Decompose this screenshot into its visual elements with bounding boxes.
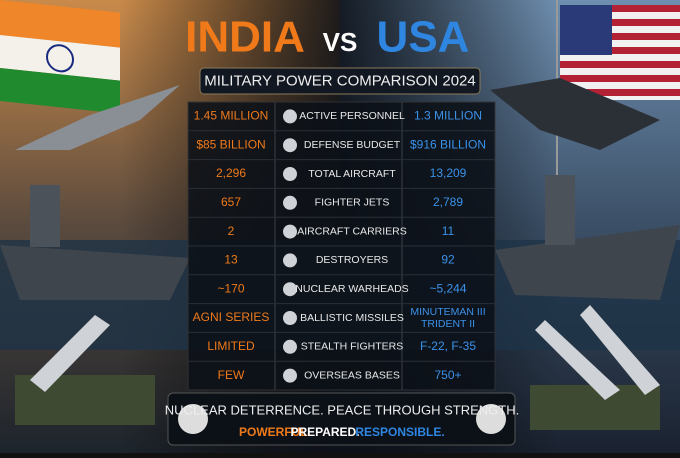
usa-value: 92 xyxy=(441,253,455,267)
launcher xyxy=(530,385,660,430)
row-icon xyxy=(283,339,297,354)
missile xyxy=(580,305,660,395)
row-label: BALLISTIC MISSILES xyxy=(300,312,404,324)
row-icon xyxy=(283,253,297,268)
footer-word: RESPONSIBLE. xyxy=(355,425,444,439)
india-value: AGNI SERIES xyxy=(193,310,270,324)
usa-value: MINUTEMAN III xyxy=(410,306,485,318)
footer-word: PREPARED. xyxy=(290,425,359,439)
row-label: FIGHTER JETS xyxy=(315,197,390,209)
india-value: 2 xyxy=(228,224,235,238)
title-vs: VS xyxy=(323,27,358,57)
india-value: FEW xyxy=(218,368,245,382)
row-icon xyxy=(283,138,297,153)
row-label: AIRCRAFT CARRIERS xyxy=(297,225,407,237)
india-value: $85 BILLION xyxy=(196,137,265,151)
row-label: DESTROYERS xyxy=(316,254,388,266)
row-icon xyxy=(283,368,297,383)
subtitle: MILITARY POWER COMPARISON 2024 xyxy=(204,72,475,89)
rows: 1.45 MILLION ACTIVE PERSONNEL 1.3 MILLION $… xyxy=(188,109,495,383)
jet xyxy=(15,85,180,150)
row-label: OVERSEAS BASES xyxy=(304,369,400,381)
usa-value: TRIDENT II xyxy=(421,318,475,330)
usa-value: 750+ xyxy=(434,368,461,382)
ship xyxy=(0,245,190,300)
ship-tower xyxy=(545,175,575,245)
title-right: USA xyxy=(377,13,470,62)
footer-box xyxy=(167,392,516,446)
row-icon xyxy=(283,282,297,297)
usa-value: 2,789 xyxy=(433,195,463,209)
subtitle-box xyxy=(199,67,481,95)
row-icon xyxy=(283,195,297,210)
missile xyxy=(535,320,620,400)
usa-value: 13,209 xyxy=(430,166,467,180)
row-label: ACTIVE PERSONNEL xyxy=(299,110,405,122)
row-label: TOTAL AIRCRAFT xyxy=(308,168,396,180)
india-flag xyxy=(0,0,120,114)
row-icon xyxy=(283,109,297,124)
row-icon xyxy=(283,224,297,239)
missile xyxy=(30,315,110,392)
india-value: LIMITED xyxy=(207,339,255,353)
usa-value: ~5,244 xyxy=(429,281,466,295)
title-left: INDIA xyxy=(185,13,305,62)
footer-line: NUCLEAR DETERRENCE. PEACE THROUGH STRENG… xyxy=(165,402,519,417)
usa-value: 11 xyxy=(442,224,455,238)
usa-value: F-22, F-35 xyxy=(420,339,476,353)
india-value: 13 xyxy=(224,253,238,267)
row-label: STEALTH FIGHTERS xyxy=(301,341,403,353)
ship-tower xyxy=(30,185,60,247)
india-value: 2,296 xyxy=(216,166,246,180)
nuclear-icon xyxy=(178,404,208,434)
footer-word: POWERFUL. xyxy=(239,425,311,439)
jet xyxy=(490,78,660,150)
nuclear-icon xyxy=(476,404,506,434)
india-value: ~170 xyxy=(217,281,244,295)
row-label: NUCLEAR WARHEADS xyxy=(295,283,408,295)
usa-value: $916 BILLION xyxy=(410,137,486,151)
ship xyxy=(495,225,680,300)
row-label: DEFENSE BUDGET xyxy=(304,139,401,151)
india-value: 657 xyxy=(221,195,241,209)
row-icon xyxy=(283,311,297,325)
row-icon xyxy=(283,167,297,181)
india-value: 1.45 MILLION xyxy=(194,109,269,123)
usa-value: 1.3 MILLION xyxy=(414,109,482,123)
usa-flag xyxy=(556,0,680,240)
